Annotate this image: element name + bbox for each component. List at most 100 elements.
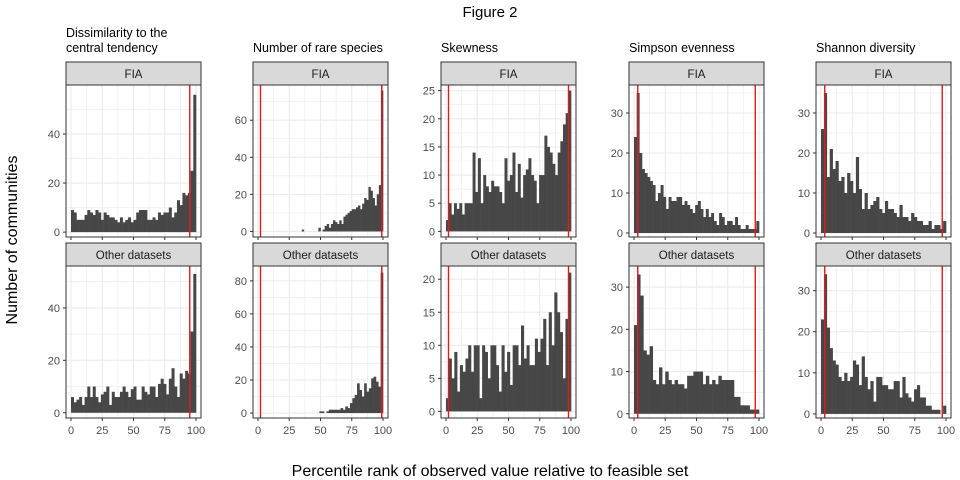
histogram-bar xyxy=(141,210,145,233)
histogram-bar xyxy=(321,411,325,414)
facet-panel: Other datasets 0 5 10 15 20 0 25 50 75 100 xyxy=(423,242,580,437)
histogram-bar xyxy=(931,229,935,233)
facet-strip-label: Other datasets xyxy=(283,250,359,262)
histogram-bar xyxy=(555,175,559,232)
histogram-bar xyxy=(899,397,903,414)
histogram-bar xyxy=(687,375,691,414)
facet-strip-label: FIA xyxy=(688,69,706,81)
histogram-bar xyxy=(677,384,682,414)
y-tick-label: 20 xyxy=(423,114,435,126)
y-tick-label: 0 xyxy=(54,408,60,420)
histogram-bar xyxy=(464,203,468,232)
histogram-bar xyxy=(128,217,132,233)
histogram-bar xyxy=(467,203,471,232)
histogram-bar xyxy=(743,405,747,414)
histogram-bar xyxy=(166,212,170,233)
x-tick-label: 100 xyxy=(187,425,205,437)
histogram-bar xyxy=(712,380,716,414)
histogram-bar xyxy=(547,146,551,232)
histogram-bar xyxy=(925,405,929,414)
histogram-bar xyxy=(375,381,379,414)
histogram-bar xyxy=(665,209,669,233)
histogram-bar xyxy=(657,193,661,233)
histogram-bar xyxy=(373,376,377,414)
histogram-bar xyxy=(520,197,524,232)
y-tick-label: 5 xyxy=(429,373,435,385)
histogram-bar xyxy=(652,380,657,414)
histogram-bar xyxy=(459,365,463,412)
y-tick-label: 20 xyxy=(235,189,247,201)
histogram-bar xyxy=(330,224,334,232)
histogram-bar xyxy=(928,405,932,414)
histogram-bar xyxy=(523,358,527,412)
histogram-bar xyxy=(98,212,102,233)
histogram-bar xyxy=(504,371,508,412)
histogram-bar xyxy=(100,219,104,233)
histogram-bar xyxy=(823,274,828,414)
histogram-bar xyxy=(902,376,906,414)
histogram-bar xyxy=(109,404,113,413)
histogram-bar xyxy=(359,389,363,414)
bars xyxy=(821,274,947,414)
y-tick-label: 10 xyxy=(798,368,810,380)
y-tick-label: 0 xyxy=(54,227,60,239)
histogram-bar xyxy=(850,376,854,414)
histogram-bar xyxy=(737,225,741,233)
histogram-bar xyxy=(841,381,845,414)
histogram-bar xyxy=(147,394,151,413)
histogram-bar xyxy=(735,217,739,233)
histogram-bar xyxy=(451,378,455,412)
histogram-bar xyxy=(483,175,487,232)
histogram-bar xyxy=(533,180,537,232)
histogram-bar xyxy=(163,383,167,413)
column-title: central tendency xyxy=(66,41,158,55)
histogram-bar xyxy=(168,378,172,413)
bars xyxy=(446,272,572,412)
histogram-bar xyxy=(876,197,880,233)
histogram-bar xyxy=(663,197,667,233)
histogram-bar xyxy=(705,375,710,414)
histogram-bar xyxy=(548,312,552,412)
histogram-bar xyxy=(826,177,831,233)
histogram-bar xyxy=(368,388,372,414)
histogram-bar xyxy=(905,393,909,414)
histogram-bar xyxy=(671,384,675,414)
histogram-bar xyxy=(748,229,752,233)
histogram-bar xyxy=(517,163,521,232)
histogram-bar xyxy=(136,212,140,233)
histogram-bar xyxy=(867,389,871,414)
y-tick-label: 0 xyxy=(804,228,810,240)
histogram-bar xyxy=(149,386,153,413)
histogram-bar xyxy=(525,169,529,232)
histogram-bar xyxy=(562,378,566,412)
histogram-bar xyxy=(705,209,709,233)
histogram-bar xyxy=(71,210,75,233)
facet-strip-label: FIA xyxy=(875,69,893,81)
histogram-bar xyxy=(76,219,80,233)
histogram-bar xyxy=(639,153,643,233)
y-tick-label: 0 xyxy=(241,226,247,238)
histogram-bar xyxy=(111,217,115,233)
histogram-bar xyxy=(700,209,704,233)
histogram-bar xyxy=(301,229,305,232)
y-tick-label: 15 xyxy=(423,142,435,154)
histogram-bar xyxy=(835,364,839,414)
histogram-bar xyxy=(832,360,836,414)
histogram-bar xyxy=(671,201,675,233)
histogram-bar xyxy=(908,221,912,233)
histogram-bar xyxy=(136,399,140,413)
histogram-bar xyxy=(919,221,924,233)
histogram-bar xyxy=(861,209,865,233)
histogram-bar xyxy=(322,229,325,232)
histogram-bar xyxy=(166,394,170,413)
x-tick-label: 100 xyxy=(937,425,955,437)
histogram-bar xyxy=(79,397,83,413)
x-tick-label: 50 xyxy=(877,425,889,437)
histogram-bar xyxy=(92,386,96,413)
histogram-bar xyxy=(92,214,96,233)
y-tick-label: 40 xyxy=(235,152,247,164)
histogram-bar xyxy=(914,389,918,414)
histogram-bar xyxy=(354,394,358,414)
